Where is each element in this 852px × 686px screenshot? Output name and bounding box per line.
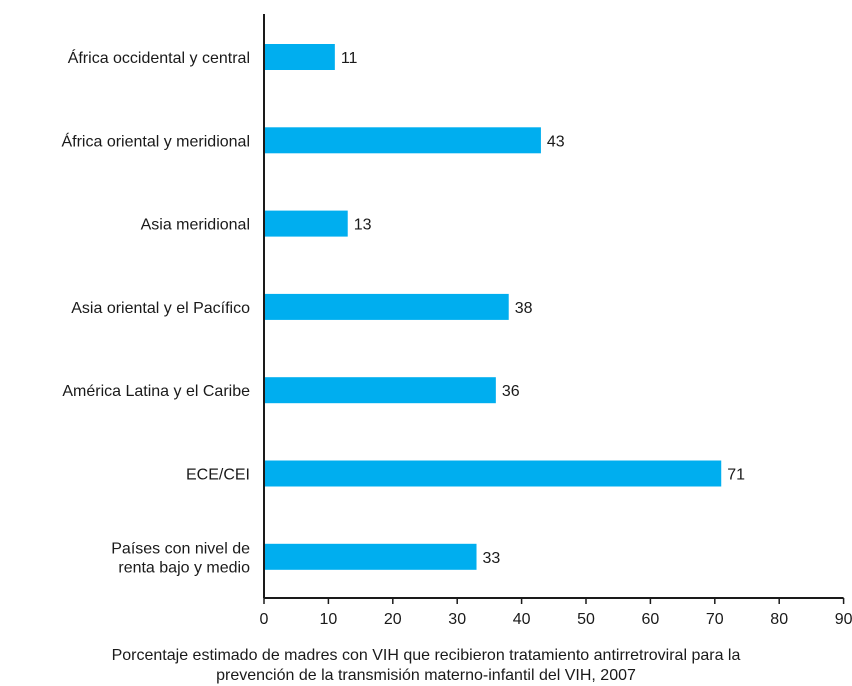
x-tick-label: 90 bbox=[835, 611, 852, 628]
x-tick-label: 50 bbox=[577, 611, 595, 628]
data-label: 43 bbox=[547, 133, 565, 150]
data-label: 36 bbox=[502, 383, 520, 400]
x-tick-label: 10 bbox=[320, 611, 338, 628]
x-tick-label: 30 bbox=[448, 611, 466, 628]
bar bbox=[264, 44, 335, 70]
x-tick-label: 20 bbox=[384, 611, 402, 628]
category-label: ECE/CEI bbox=[186, 467, 250, 484]
category-label: Países con nivel de renta bajo y medio bbox=[111, 540, 250, 576]
data-label: 71 bbox=[727, 467, 745, 484]
data-label: 11 bbox=[341, 50, 358, 67]
bar bbox=[264, 210, 348, 237]
bars bbox=[264, 44, 722, 570]
data-label: 38 bbox=[515, 300, 533, 317]
value-labels: 11 43 13 38 36 71 33 bbox=[341, 50, 745, 567]
axes: 0 10 20 30 40 50 60 70 80 90 bbox=[260, 14, 852, 628]
x-tick-label: 60 bbox=[642, 611, 660, 628]
category-label: África oriental y meridional bbox=[61, 131, 250, 150]
category-label: América Latina y el Caribe bbox=[62, 383, 250, 400]
x-tick-label: 80 bbox=[770, 611, 788, 628]
category-label: Asia oriental y el Pacífico bbox=[71, 300, 250, 317]
x-axis-title-line-1: Porcentaje estimado de madres con VIH qu… bbox=[111, 647, 741, 664]
category-label: Asia meridional bbox=[141, 217, 250, 234]
category-label: África occidental y central bbox=[68, 48, 250, 67]
bar bbox=[264, 377, 496, 404]
data-label: 13 bbox=[354, 217, 372, 234]
x-axis-title: Porcentaje estimado de madres con VIH qu… bbox=[0, 646, 852, 686]
x-tick-label: 0 bbox=[260, 611, 269, 628]
bar bbox=[264, 293, 509, 320]
x-tick-label: 70 bbox=[706, 611, 724, 628]
bar bbox=[264, 543, 477, 570]
data-label: 33 bbox=[483, 550, 501, 567]
bar bbox=[264, 460, 722, 487]
bar bbox=[264, 127, 541, 154]
x-axis-title-line-2: prevención de la transmisión materno-inf… bbox=[216, 667, 636, 684]
category-labels: África occidental y central África orient… bbox=[61, 48, 250, 576]
x-tick-label: 40 bbox=[513, 611, 531, 628]
